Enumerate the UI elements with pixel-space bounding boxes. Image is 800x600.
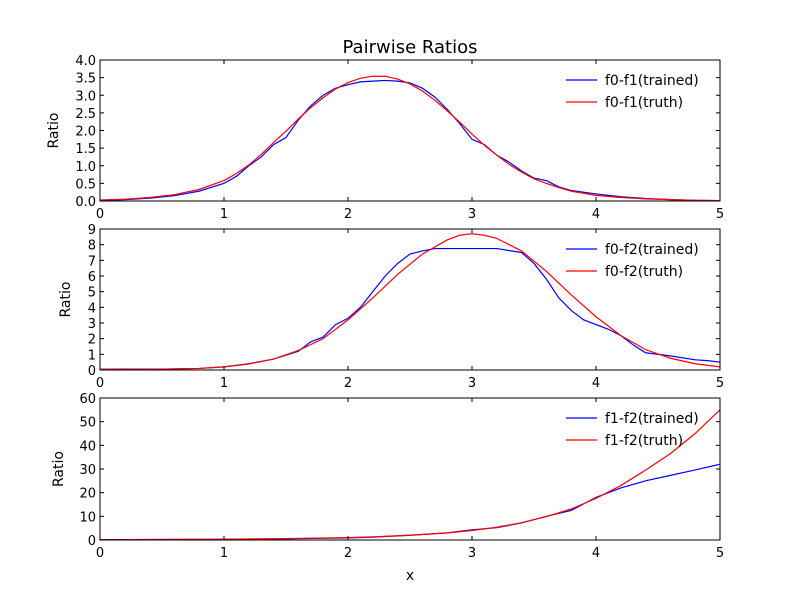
subplot-f0-f1: 0 1 2 3 4 5 0.0 0.5 1.0 1.5 2.0 2.5 3.0 3.5 4.0 Ratio f0… [46,54,724,222]
y-tick-label: 0 [88,534,96,549]
series-line-f1-f2-trained [100,463,720,540]
axes-frame [99,228,721,371]
series-line-f0-f2-truth [100,233,720,370]
x-tick-label: 3 [468,376,476,391]
x-tick-label: 2 [344,546,352,561]
legend-label: f0-f1(trained) [605,73,699,89]
y-tick-label: 3 [88,317,96,332]
y-axis-label: Ratio [46,113,62,149]
y-axis-label: Ratio [58,282,74,318]
y-tick-label: 60 [79,392,96,407]
x-tick-label: 1 [220,376,228,391]
y-tick-label: 0.0 [75,195,96,210]
x-axis-label: x [406,568,414,584]
y-tick-label: 30 [79,463,96,478]
x-tick-label: 1 [220,207,228,222]
y-axis-label: Ratio [51,451,67,487]
y-tick-label: 6 [88,270,96,285]
legend-label: f1-f2(trained) [605,411,699,427]
series-group [100,409,720,540]
x-tick-label: 3 [468,207,476,222]
legend-label: f0-f2(trained) [605,242,699,258]
x-tick-label: 4 [592,546,600,561]
legend: f1-f2(trained) f1-f2(truth) [566,411,699,449]
x-tick-label: 5 [716,376,724,391]
subplot-f1-f2: 0 1 2 3 4 50102030405060Ratiof1-f2(trained)f1… [51,392,724,561]
x-tick-label: 5 [716,207,724,222]
series-line-f0-f1-truth [100,75,720,201]
y-tick-label: 4.0 [75,54,96,69]
y-tick-label: 2.0 [75,125,96,140]
legend: f0-f1(trained) f0-f1(truth) [566,73,699,111]
series-group [100,233,720,370]
x-tick-label: 5 [716,546,724,561]
x-tick-label: 4 [592,207,600,222]
legend-label: f1-f2(truth) [605,433,683,449]
figure-title: Pairwise Ratios [343,37,478,58]
y-tick-label: 50 [79,416,96,431]
x-tick-label: 3 [468,546,476,561]
x-tick-label: 2 [344,207,352,222]
y-tick-label: 1 [88,348,96,363]
subplot-f0-f2: 0 1 2 3 4 50123456789Ratiof0-f2(trained)f0-f2… [58,223,724,391]
y-tick-label: 1.0 [75,160,96,175]
legend-label: f0-f2(truth) [605,264,683,280]
series-group [100,75,720,201]
y-tick-label: 0 [88,364,96,379]
series-line-f1-f2-truth [100,409,720,540]
y-tick-label: 0.5 [75,177,96,192]
y-tick-label: 10 [79,510,96,525]
legend: f0-f2(trained) f0-f2(truth) [566,242,699,280]
y-tick-label: 2.5 [75,107,96,122]
y-tick-label: 2 [88,333,96,348]
subplot-stack: 0 1 2 3 4 50.00.51.01.52.02.53.03.54.0Ratiof0… [46,54,724,561]
x-tick-label: 0 [96,376,104,391]
x-tick-label: 4 [592,376,600,391]
y-tick-label: 5 [88,286,96,301]
y-tick-label: 1.5 [75,142,96,157]
y-tick-label: 20 [79,487,96,502]
y-tick-label: 3.5 [75,72,96,87]
x-tick-label: 2 [344,376,352,391]
y-tick-label: 9 [88,223,96,238]
y-tick-label: 8 [88,239,96,254]
y-tick-label: 3.0 [75,89,96,104]
y-tick-label: 4 [88,301,96,316]
x-tick-label: 0 [96,207,104,222]
x-tick-label: 0 [96,546,104,561]
x-tick-label: 1 [220,546,228,561]
legend-label: f0-f1(truth) [605,95,683,111]
y-tick-label: 40 [79,439,96,454]
y-tick-label: 7 [88,254,96,269]
